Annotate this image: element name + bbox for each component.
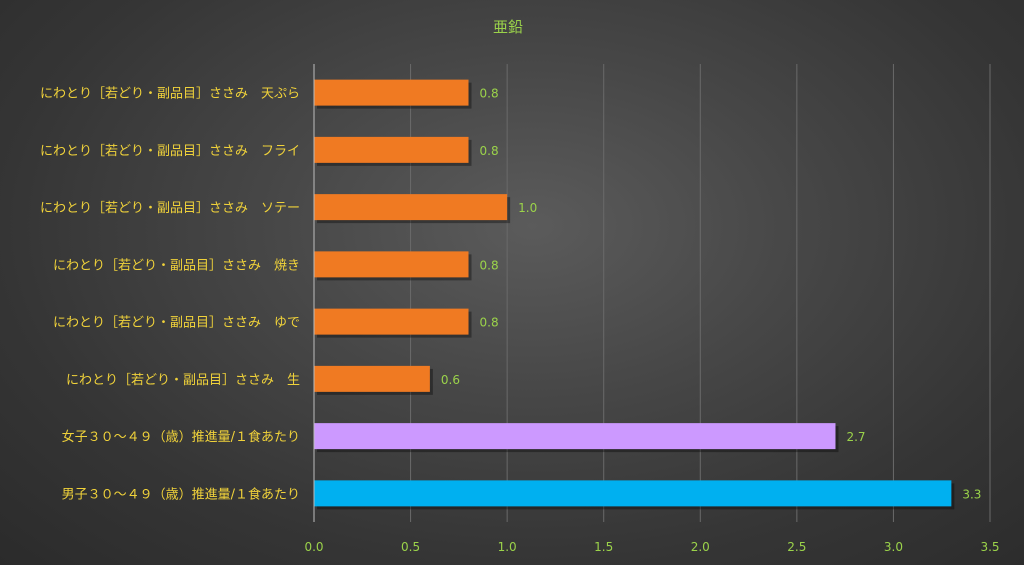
x-tick-label: 1.0 <box>498 540 517 554</box>
x-tick-label: 0.0 <box>304 540 323 554</box>
category-label: 男子３０～４９（歳）推進量/１食あたり <box>62 486 300 502</box>
x-tick-label: 0.5 <box>401 540 420 554</box>
data-label: 2.7 <box>846 430 865 444</box>
category-label: にわとり［若どり・副品目］ささみ フライ <box>40 143 300 159</box>
bar <box>314 79 469 106</box>
bar <box>314 194 508 221</box>
bars <box>314 79 955 510</box>
data-label: 3.3 <box>962 487 981 501</box>
category-label: にわとり［若どり・副品目］ささみ 天ぷら <box>40 86 300 102</box>
bar <box>314 480 952 507</box>
data-label: 1.0 <box>518 201 537 215</box>
gridlines <box>410 64 991 522</box>
category-label: にわとり［若どり・副品目］ささみ ゆで <box>53 315 300 331</box>
x-tick-label: 2.0 <box>691 540 710 554</box>
data-label: 0.8 <box>480 316 499 330</box>
data-label: 0.8 <box>480 87 499 101</box>
bar <box>314 136 469 163</box>
bar <box>314 423 836 450</box>
category-label: にわとり［若どり・副品目］ささみ ソテー <box>40 200 300 216</box>
category-label: にわとり［若どり・副品目］ささみ 生 <box>66 372 300 388</box>
x-tick-label: 3.5 <box>980 540 999 554</box>
x-axis-tick-labels: 0.0 0.5 1.0 1.5 2.0 2.5 3.0 3.5 <box>304 540 999 554</box>
bar <box>314 308 469 335</box>
value-labels: 0.8 0.8 1.0 0.8 0.8 0.6 2.7 3.3 <box>441 87 982 502</box>
x-tick-label: 2.5 <box>787 540 806 554</box>
x-tick-label: 1.5 <box>594 540 613 554</box>
chart-title: 亜鉛 <box>493 18 523 36</box>
x-tick-label: 3.0 <box>884 540 903 554</box>
data-label: 0.6 <box>441 373 460 387</box>
bar <box>314 365 430 392</box>
data-label: 0.8 <box>480 258 499 272</box>
data-label: 0.8 <box>480 144 499 158</box>
bar <box>314 251 469 278</box>
category-label: にわとり［若どり・副品目］ささみ 焼き <box>53 257 300 273</box>
category-label: 女子３０～４９（歳）推進量/１食あたり <box>62 429 300 445</box>
